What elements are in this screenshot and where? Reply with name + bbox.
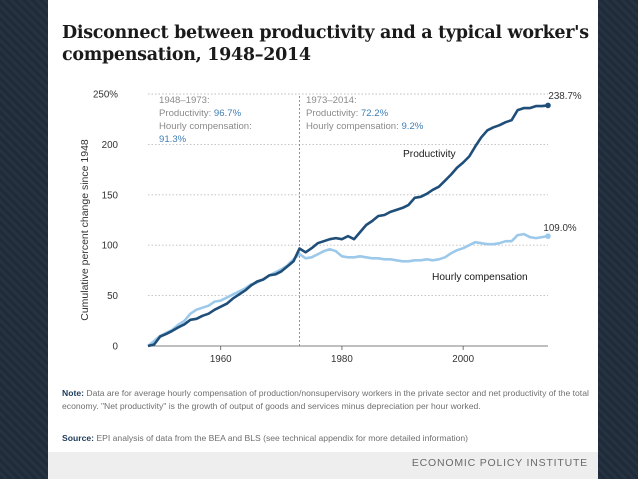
period1-heading: 1948–1973: (159, 95, 210, 106)
period1-compensation-value: 91.3% (159, 134, 187, 145)
productivity-end-label: 238.7% (548, 91, 582, 102)
compensation-end-label: 109.0% (543, 223, 577, 234)
line-chart: 0 50 100 150 200 250% 1960 1980 2000 Cumulative … (79, 90, 582, 366)
y-tick-label: 0 (113, 342, 119, 353)
series-line-hourly-compensation (147, 232, 549, 348)
productivity-series-label: Productivity (403, 149, 457, 160)
y-tick-label: 150 (102, 190, 119, 201)
period2-heading: 1973–2014: (306, 95, 357, 106)
slide: Disconnect between productivity and a ty… (48, 0, 598, 479)
note-label: Note: (62, 388, 84, 398)
series-line-productivity (147, 104, 549, 348)
period1-productivity: Productivity: 96.7% (159, 108, 242, 119)
grid-layer (148, 93, 548, 297)
y-tick-label: 50 (107, 291, 118, 302)
period2-productivity: Productivity: 72.2% (306, 108, 389, 119)
chart-title: Disconnect between productivity and a ty… (62, 23, 589, 65)
period1-compensation-label: Hourly compensation: (159, 121, 252, 132)
organization-logo: ECONOMIC POLICY INSTITUTE (411, 457, 588, 469)
note-text: Data are for average hourly compensation… (62, 388, 589, 411)
compensation-series-label: Hourly compensation (432, 272, 528, 283)
x-tick-label: 1980 (331, 354, 353, 365)
source-text: EPI analysis of data from the BEA and BL… (96, 433, 469, 443)
productivity-end-marker (545, 102, 551, 109)
annotation-period1: 1948–1973: Productivity: 96.7% Hourly co… (159, 95, 252, 145)
compensation-end-marker (545, 233, 551, 239)
x-tick-label: 2000 (452, 354, 474, 365)
y-tick-label: 250% (93, 90, 118, 101)
y-tick-label: 100 (102, 241, 119, 252)
chart-source: Source: EPI analysis of data from the BE… (62, 432, 592, 444)
y-axis-label: Cumulative percent change since 1948 (79, 139, 91, 321)
period2-compensation: Hourly compensation: 9.2% (306, 121, 424, 132)
axis-layer: 0 50 100 150 200 250% 1960 1980 2000 (93, 90, 548, 365)
footer-band: ECONOMIC POLICY INSTITUTE (48, 452, 598, 479)
annotation-period2: 1973–2014: Productivity: 72.2% Hourly co… (306, 95, 424, 132)
chart-note: Note: Data are for average hourly compen… (62, 387, 592, 412)
source-label: Source: (62, 433, 94, 443)
y-tick-label: 200 (102, 140, 119, 151)
x-tick-label: 1960 (210, 354, 232, 365)
